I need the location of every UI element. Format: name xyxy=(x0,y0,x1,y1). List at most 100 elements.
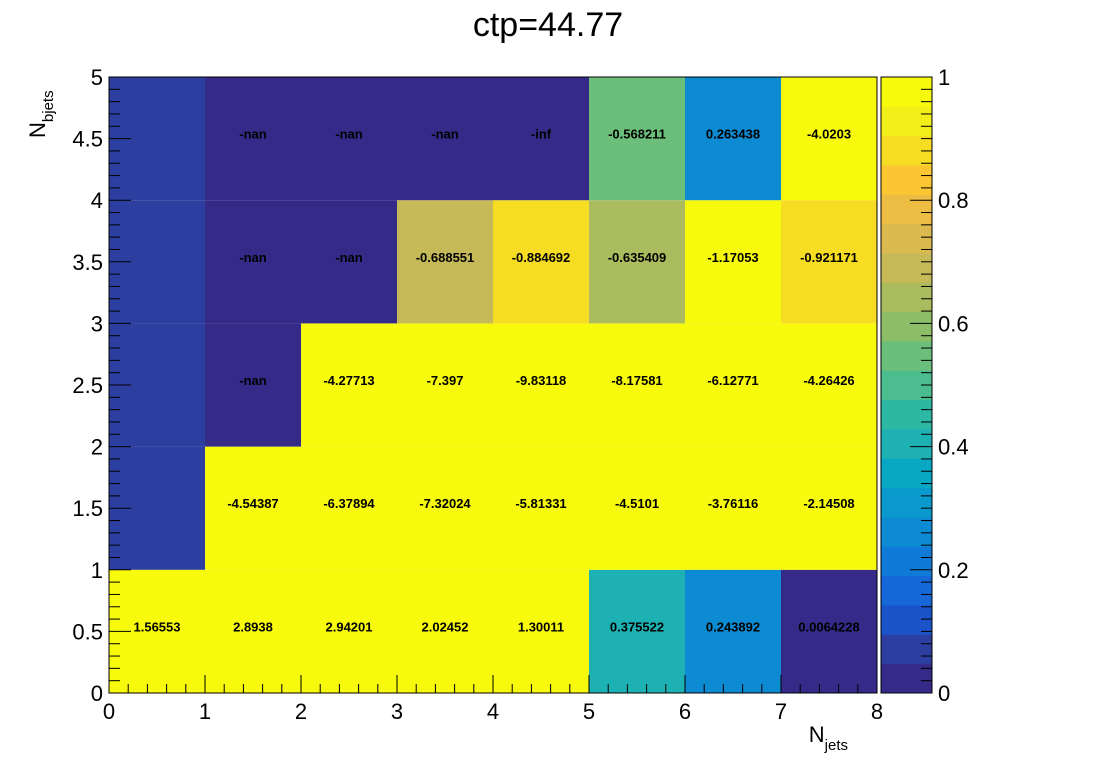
cell-value-label: -4.0203 xyxy=(807,127,851,142)
color-scale-band xyxy=(881,517,932,547)
cell-value-label: -1.17053 xyxy=(707,250,758,265)
heatmap-cell xyxy=(205,323,301,447)
color-scale-band xyxy=(881,311,932,342)
x-tick-label: 3 xyxy=(391,699,403,724)
cell-value-label: 2.8938 xyxy=(233,619,273,634)
z-tick-label: 0.4 xyxy=(938,435,969,460)
x-tick-label: 6 xyxy=(679,699,691,724)
heatmap-cell xyxy=(781,323,877,447)
heatmap-cell xyxy=(205,446,301,570)
chart-title: ctp=44.77 xyxy=(473,6,623,44)
y-tick-label: 0.5 xyxy=(72,619,103,644)
heatmap-cell xyxy=(493,200,589,324)
cell-value-label: -2.14508 xyxy=(803,496,854,511)
heatmap-cell xyxy=(205,77,301,201)
y-tick-label: 3.5 xyxy=(72,250,103,275)
x-tick-label: 2 xyxy=(295,699,307,724)
x-tick-label: 0 xyxy=(103,699,115,724)
heatmap-cell-labels: 1.56553 2.8938 2.94201 2.02452 1.30011 0.3755… xyxy=(134,127,860,635)
cell-value-label: -inf xyxy=(531,127,552,142)
color-scale-band xyxy=(881,77,932,107)
heatmap-cell xyxy=(685,77,781,201)
cell-value-label: 0.243892 xyxy=(706,619,760,634)
color-scale-axis: 0 0.2 0.4 0.6 0.8 1 xyxy=(910,65,969,706)
heatmap-cell xyxy=(301,200,397,324)
color-scale-band xyxy=(881,253,932,283)
heatmap-cell xyxy=(301,446,397,570)
cell-value-label: 2.94201 xyxy=(326,619,373,634)
cell-value-label: 0.0064228 xyxy=(798,619,859,634)
heatmap-cells xyxy=(109,77,877,693)
heatmap-cell xyxy=(589,77,685,201)
cell-value-label: 2.02452 xyxy=(422,619,469,634)
cell-value-label: -4.5101 xyxy=(615,496,659,511)
heatmap-cell xyxy=(205,200,301,324)
color-scale-band xyxy=(881,575,932,606)
cell-value-label: -nan xyxy=(239,127,267,142)
heatmap-cell xyxy=(685,446,781,570)
color-scale-band xyxy=(881,429,932,459)
y-axis-title-main: N xyxy=(25,122,50,138)
y-axis: 0 0.5 1 1.5 2 2.5 3 3.5 4 4.5 5 xyxy=(72,65,131,706)
cell-value-label: 1.56553 xyxy=(134,619,181,634)
y-axis-title-sub: bjets xyxy=(40,90,57,122)
cell-value-label: -nan xyxy=(335,250,363,265)
color-scale-band xyxy=(881,341,932,371)
heatmap-cell xyxy=(781,200,877,324)
color-scale-band xyxy=(881,605,932,635)
x-tick-label: 1 xyxy=(199,699,211,724)
x-axis: 0 1 2 3 4 5 6 7 8 xyxy=(103,675,883,724)
heatmap-cell xyxy=(205,569,301,693)
x-axis-title: Njets xyxy=(809,722,848,754)
heatmap-cell xyxy=(493,569,589,693)
cell-value-label: 0.263438 xyxy=(706,127,760,142)
heatmap-cell xyxy=(397,77,493,201)
heatmap-cell xyxy=(589,446,685,570)
y-tick-label: 4 xyxy=(91,188,103,213)
cell-value-label: -0.688551 xyxy=(416,250,475,265)
y-tick-label: 1.5 xyxy=(72,496,103,521)
heatmap-cell xyxy=(781,569,877,693)
cell-value-label: -0.568211 xyxy=(608,127,666,142)
heatmap-cell xyxy=(493,323,589,447)
heatmap-cell xyxy=(397,200,493,324)
x-tick-label: 4 xyxy=(487,699,499,724)
y-axis-title: Nbjets xyxy=(25,90,57,138)
x-axis-title-main: N xyxy=(809,722,825,747)
color-scale-bar xyxy=(881,77,932,694)
cell-value-label: -3.76116 xyxy=(708,496,759,511)
heatmap-cell xyxy=(685,569,781,693)
heatmap-cell xyxy=(397,323,493,447)
z-tick-label: 0.6 xyxy=(938,311,969,336)
heatmap-cell xyxy=(493,77,589,201)
y-tick-label: 2 xyxy=(91,435,103,460)
cell-value-label: -7.32024 xyxy=(419,496,471,511)
y-tick-label: 2.5 xyxy=(72,373,103,398)
y-tick-label: 5 xyxy=(91,65,103,90)
cell-value-label: -4.26426 xyxy=(803,373,854,388)
heatmap-cell xyxy=(685,323,781,447)
y-tick-label: 3 xyxy=(91,311,103,336)
cell-value-label: -4.54387 xyxy=(227,496,278,511)
cell-value-label: -0.635409 xyxy=(608,250,667,265)
x-tick-label: 7 xyxy=(775,699,787,724)
cell-value-label: -4.27713 xyxy=(323,373,374,388)
heatmap-cell xyxy=(589,323,685,447)
heatmap-cell xyxy=(493,446,589,570)
cell-value-label: -0.921171 xyxy=(800,250,858,265)
color-scale-band xyxy=(881,282,932,313)
cell-value-label: -6.37894 xyxy=(323,496,375,511)
heatmap-cell xyxy=(685,200,781,324)
heatmap-cell xyxy=(781,446,877,570)
cell-value-label: -7.397 xyxy=(427,373,464,388)
cell-value-label: -8.17581 xyxy=(611,373,662,388)
color-scale-band xyxy=(881,634,932,665)
color-scale-band xyxy=(881,546,932,577)
z-tick-label: 1 xyxy=(938,65,950,90)
color-scale-band xyxy=(881,194,932,225)
heatmap-cell xyxy=(301,569,397,693)
cell-value-label: -nan xyxy=(239,250,267,265)
cell-value-label: 1.30011 xyxy=(518,619,564,634)
x-tick-label: 8 xyxy=(871,699,883,724)
z-tick-label: 0 xyxy=(938,681,950,706)
